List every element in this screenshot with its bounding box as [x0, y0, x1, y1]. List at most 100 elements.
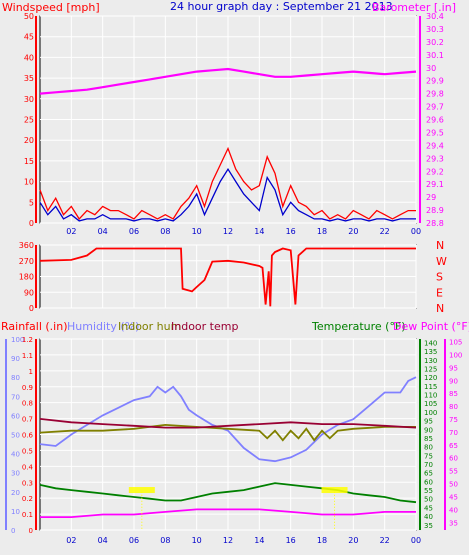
rain-marker [321, 487, 348, 494]
barometer-tick-label: 29.3 [426, 154, 444, 163]
humidity-tick-label: 40 [11, 451, 20, 459]
temp-x-tick-label: 04 [98, 536, 108, 545]
temp-tick-label: 50 [424, 496, 433, 504]
dew-tick-label: 75 [449, 416, 458, 424]
wind-tick-label: 20 [24, 136, 34, 145]
dew-tick-label: 45 [449, 493, 458, 501]
temp-tick-label: 85 [424, 435, 433, 443]
temp-x-tick-label: 14 [254, 536, 264, 545]
compass-label: N [436, 239, 444, 252]
rain-marker [128, 487, 155, 494]
compass-label: S [436, 271, 443, 284]
temp-tick-label: 130 [424, 357, 437, 365]
gust-line [39, 167, 416, 222]
temp-axis-ticks: 3540455055606570758085909510010511011512… [424, 339, 437, 529]
humidity-tick-label: 0 [11, 527, 15, 535]
temp-x-tick-label: 12 [223, 536, 233, 545]
barometer-tick-label: 29.6 [426, 116, 444, 125]
wind-axis-ticks: 0 5 10 15 20 25 30 35 40 45 50 [24, 12, 37, 228]
temp-tick-label: 40 [424, 513, 433, 521]
humidity-tick-label: 50 [11, 432, 20, 440]
barometer-tick-label: 29.4 [426, 141, 444, 150]
wind-tick-label: 5 [29, 198, 34, 207]
wind-x-tick-label: 02 [66, 227, 76, 236]
dew-axis-ticks: 35 40 45 50 55 60 65 70 75 80 85 90 95 100 105 [449, 339, 462, 528]
temp-tick-label: 135 [424, 348, 437, 356]
temp-tick-label: 105 [424, 400, 437, 408]
wind-x-tick-label: 12 [223, 227, 233, 236]
rain-tick-label: 0 [29, 527, 33, 535]
temp-tick-label: 120 [424, 374, 437, 382]
direction-tick-label: 90 [24, 288, 34, 297]
humidity-tick-label: 60 [11, 412, 20, 420]
barometer-tick-label: 29.8 [426, 90, 444, 99]
humidity-tick-label: 80 [11, 374, 20, 382]
temp-tick-label: 90 [424, 426, 433, 434]
wind-line [39, 146, 416, 220]
barometer-tick-label: 30.4 [426, 12, 444, 21]
indoor_temp-line [39, 418, 417, 429]
direction-axis-ticks: 0 90 180 270 360 [19, 241, 37, 313]
dew-tick-label: 50 [449, 481, 458, 489]
barometer-tick-label: 28.9 [426, 206, 444, 215]
temp-tick-label: 55 [424, 487, 433, 495]
dew-tick-label: 95 [449, 364, 458, 372]
temp-x-tick-label: 02 [66, 536, 76, 545]
barometer-tick-label: 30 [426, 64, 436, 73]
barometer-tick-label: 28.8 [426, 219, 444, 228]
barometer-tick-label: 29.5 [426, 128, 444, 137]
indoor-hum-label: Indoor hum [118, 320, 181, 333]
dew-tick-label: 90 [449, 377, 458, 385]
wind-tick-label: 50 [24, 12, 34, 21]
temp-tick-label: 80 [424, 444, 433, 452]
barometer-tick-label: 29.1 [426, 180, 444, 189]
humidity-tick-label: 30 [11, 470, 20, 478]
wind-tick-label: 15 [24, 157, 34, 166]
wind-tick-label: 0 [29, 219, 34, 228]
barometer-tick-label: 30.3 [426, 25, 444, 34]
temp-tick-label: 115 [424, 383, 437, 391]
temp-grid [40, 338, 417, 531]
temp-tick-label: 140 [424, 339, 437, 347]
rain-tick-label: 0.3 [22, 479, 33, 487]
temp-tick-label: 75 [424, 452, 433, 460]
barometer-tick-label: 29.7 [426, 103, 444, 112]
direction-line [39, 247, 416, 307]
rain-tick-label: 0.6 [22, 432, 34, 440]
humidity-tick-label: 100 [11, 336, 24, 344]
wind-x-tick-label: 16 [286, 227, 296, 236]
rain-tick-label: 1.1 [22, 352, 33, 360]
dew-tick-label: 35 [449, 519, 458, 527]
humidity-tick-label: 70 [11, 393, 20, 401]
wind-x-ticks: 02 04 06 08 10 12 14 16 18 20 22 00 [66, 227, 421, 236]
rain-tick-label: 0.8 [22, 400, 33, 408]
barometer-axis-ticks: 28.8 28.9 29 29.1 29.2 29.3 29.4 29.5 29.6 29.7 29… [419, 12, 444, 228]
dew-tick-label: 60 [449, 455, 458, 463]
indoor-temp-label: Indoor temp [171, 320, 238, 333]
barometer-tick-label: 29.2 [426, 167, 444, 176]
temp-tick-label: 70 [424, 461, 433, 469]
temp-tick-label: 125 [424, 366, 437, 374]
wind-tick-label: 40 [24, 53, 34, 62]
humidity-tick-label: 20 [11, 489, 20, 497]
direction-tick-label: 0 [29, 304, 34, 313]
temp-x-tick-label: 20 [348, 536, 358, 545]
rain-tick-label: 0.2 [22, 495, 33, 503]
wind-x-tick-label: 04 [98, 227, 108, 236]
dew-point-label: Dew Point (°F) [393, 320, 469, 333]
temp-tick-label: 60 [424, 478, 433, 486]
wind-x-tick-label: 20 [348, 227, 358, 236]
rain-tick-label: 0.4 [22, 463, 34, 471]
rain-tick-label: 1.2 [22, 336, 33, 344]
dew-tick-label: 100 [449, 351, 462, 359]
dew-tick-label: 80 [449, 403, 458, 411]
indoor_hum-line [39, 423, 416, 442]
temperature-line [39, 482, 417, 504]
compass-label: W [436, 255, 447, 268]
barometer-label: Barometer [.in] [372, 1, 456, 14]
barometer-tick-label: 30.1 [426, 51, 444, 60]
temp-tick-label: 100 [424, 409, 437, 417]
